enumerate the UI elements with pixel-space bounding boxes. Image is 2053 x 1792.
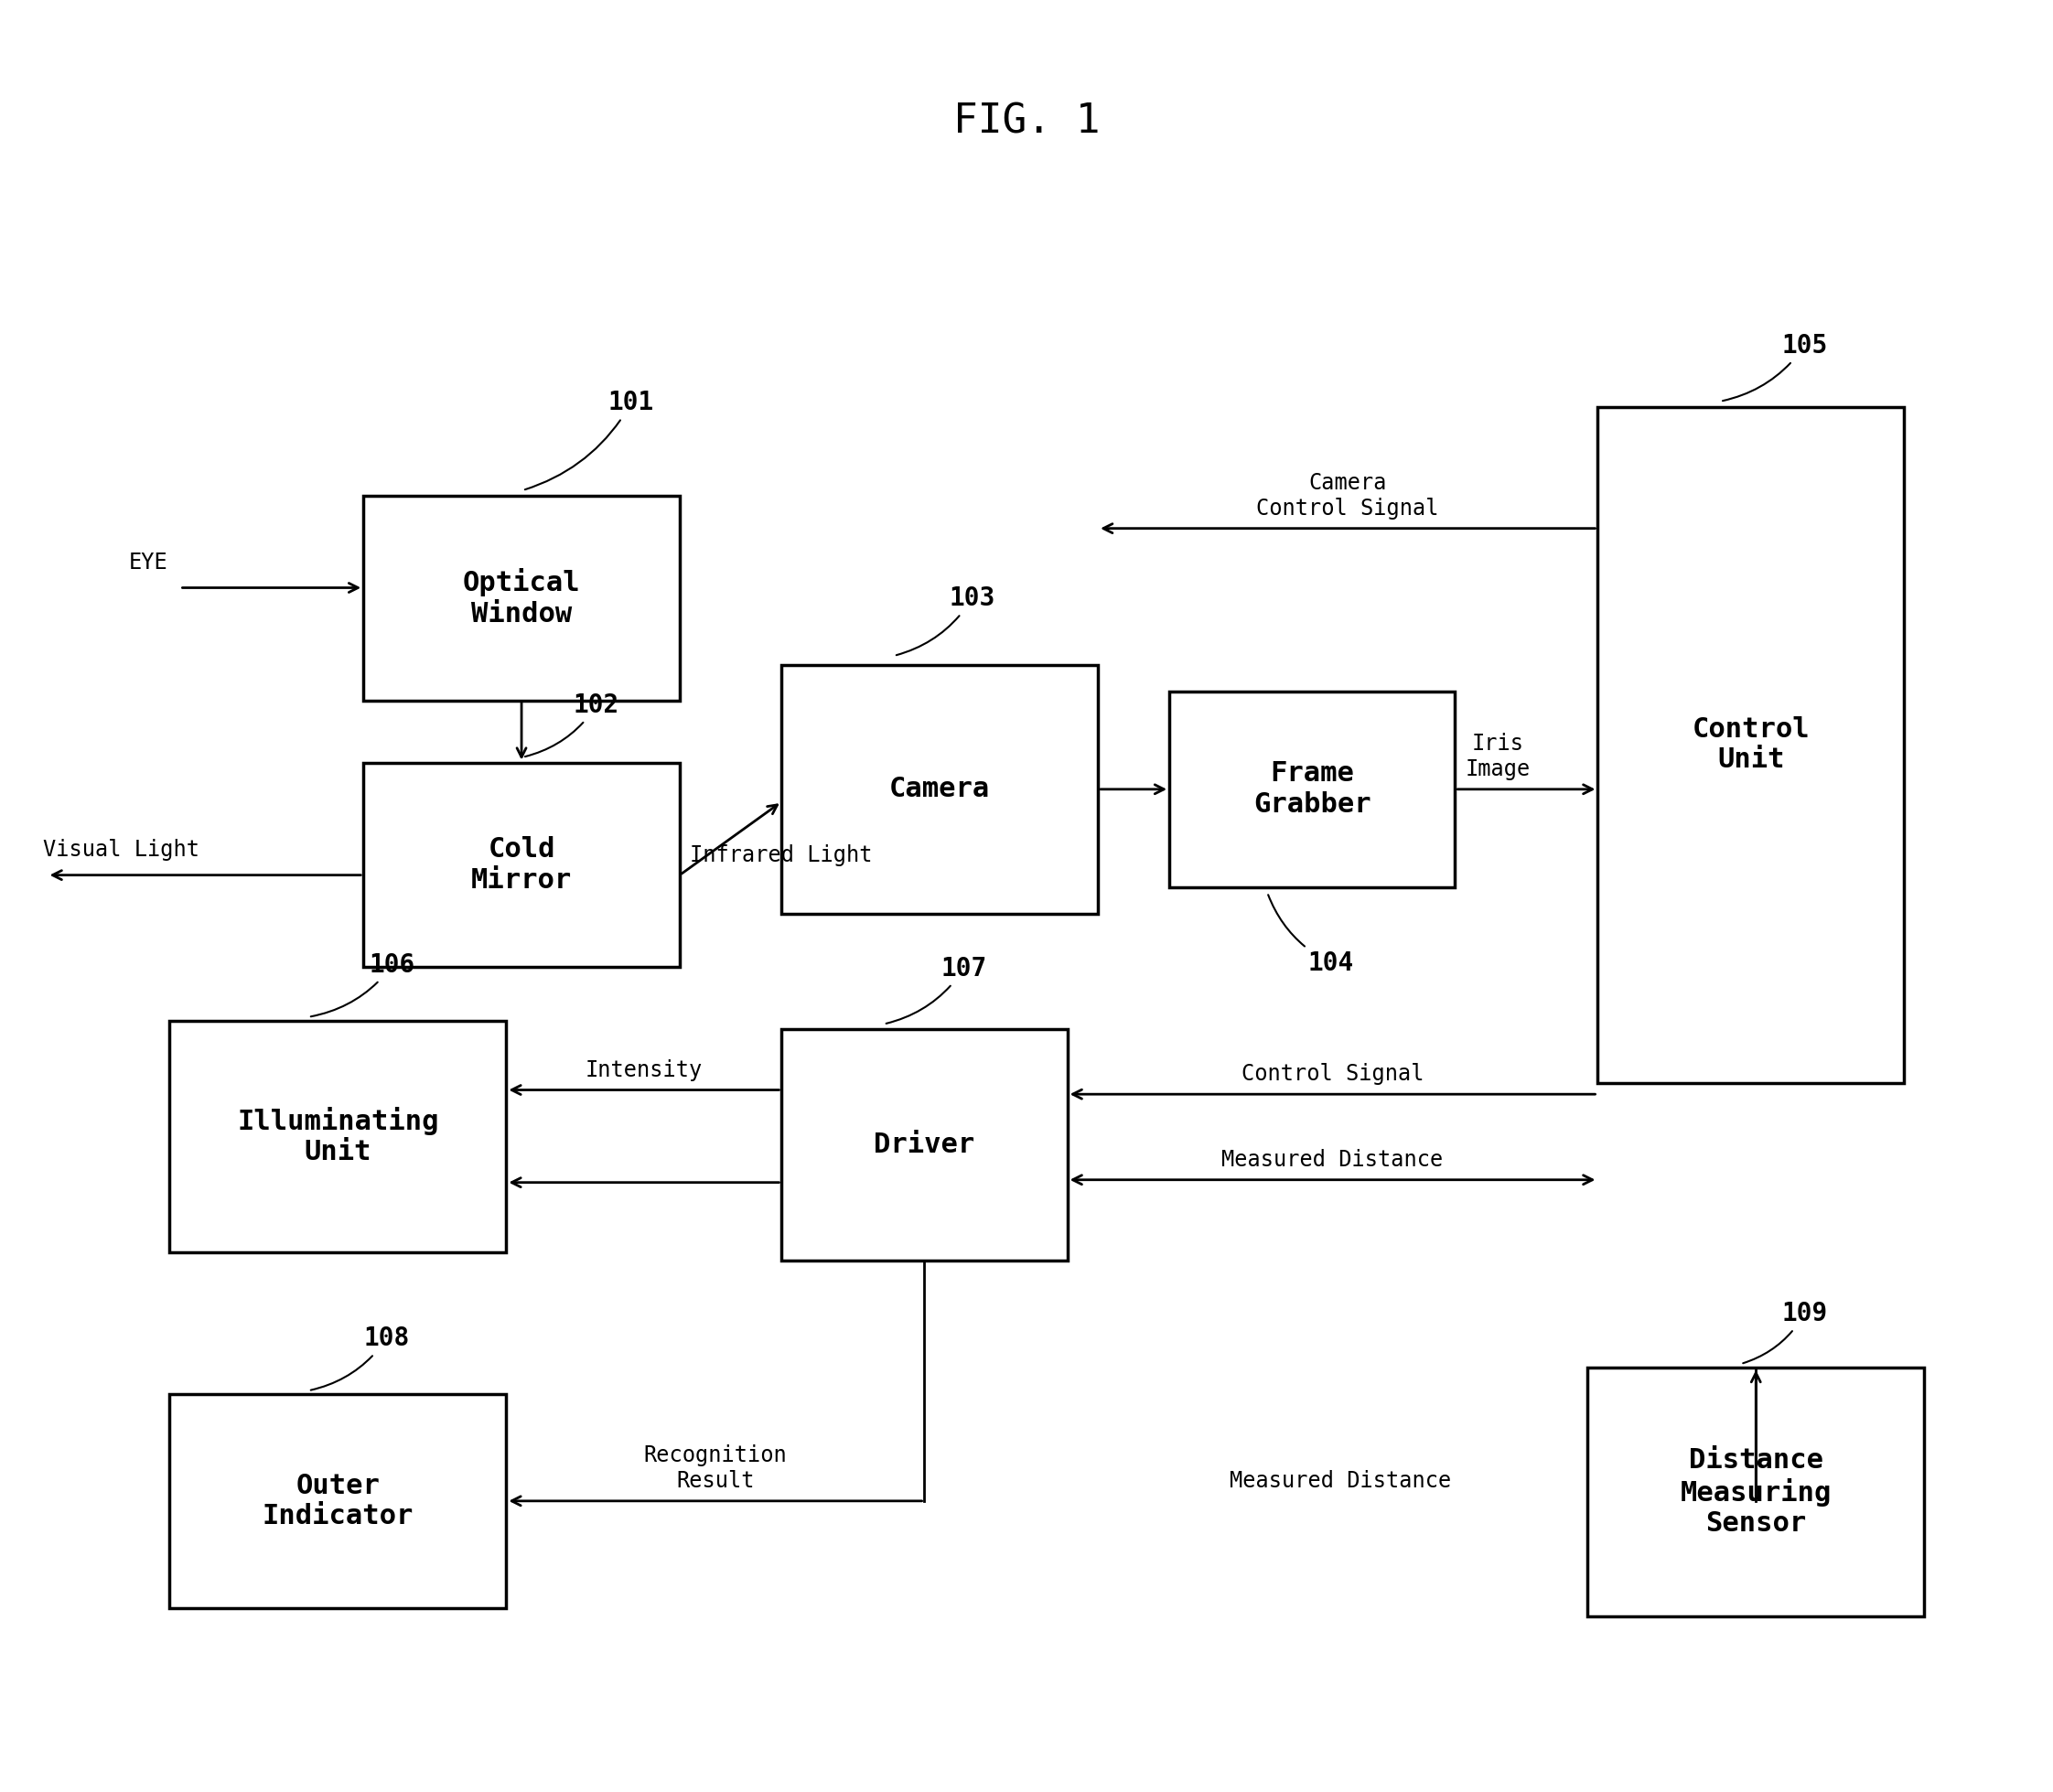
Text: 102: 102 — [526, 692, 620, 756]
Text: 104: 104 — [1269, 894, 1355, 977]
Text: EYE: EYE — [129, 552, 168, 573]
Text: Cold
Mirror: Cold Mirror — [470, 837, 573, 894]
Text: 107: 107 — [887, 955, 987, 1023]
Text: 101: 101 — [526, 391, 655, 489]
Text: Optical
Window: Optical Window — [462, 568, 581, 627]
Text: Recognition
Result: Recognition Result — [645, 1444, 786, 1493]
Text: 103: 103 — [897, 586, 996, 656]
Text: FIG. 1: FIG. 1 — [953, 102, 1100, 142]
Text: Distance
Measuring
Sensor: Distance Measuring Sensor — [1679, 1446, 1831, 1538]
Text: Control Signal: Control Signal — [1242, 1063, 1425, 1086]
Bar — [782, 665, 1098, 914]
Text: 108: 108 — [310, 1326, 409, 1391]
Bar — [1597, 407, 1903, 1082]
Bar — [1587, 1367, 1924, 1616]
Text: 105: 105 — [1722, 333, 1827, 401]
Text: Control
Unit: Control Unit — [1692, 717, 1809, 774]
Text: Driver: Driver — [875, 1133, 975, 1158]
Bar — [1170, 692, 1456, 887]
Text: Infrared Light: Infrared Light — [690, 844, 873, 866]
Text: 109: 109 — [1743, 1301, 1827, 1364]
Bar — [170, 1021, 507, 1253]
Bar — [170, 1394, 507, 1607]
Text: Measured Distance: Measured Distance — [1222, 1149, 1443, 1170]
Text: Illuminating
Unit: Illuminating Unit — [236, 1107, 439, 1167]
Text: Intensity: Intensity — [585, 1059, 702, 1081]
Text: Iris
Image: Iris Image — [1466, 733, 1529, 780]
Text: Camera: Camera — [889, 776, 990, 803]
Text: Frame
Grabber: Frame Grabber — [1252, 760, 1371, 817]
Text: Camera
Control Signal: Camera Control Signal — [1256, 471, 1439, 520]
Text: Measured Distance: Measured Distance — [1230, 1469, 1451, 1493]
Text: 106: 106 — [310, 952, 415, 1016]
Bar — [363, 496, 680, 701]
Bar — [782, 1029, 1068, 1262]
Bar — [363, 763, 680, 968]
Text: Outer
Indicator: Outer Indicator — [263, 1473, 413, 1530]
Text: Visual Light: Visual Light — [43, 839, 199, 860]
